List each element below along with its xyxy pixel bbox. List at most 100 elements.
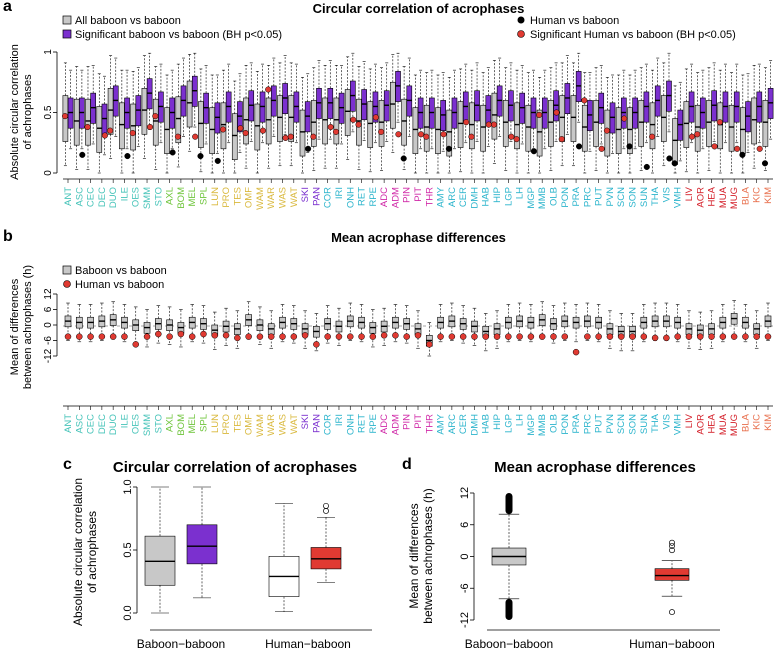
x-tick-label-olb: OLB [548,187,559,206]
outlier-point [669,609,675,616]
box-baboon-cer [459,305,467,344]
human-point-amy [437,333,444,340]
box-all-mel [186,54,193,152]
x-tick-label-pon: PON [560,187,571,208]
x-tick-label-son: SON [628,414,639,435]
panel-b-letter: b [3,228,13,245]
x-tick-label-ret: RET [357,414,368,433]
human-point-ret [355,121,362,128]
human-point-adm [395,131,402,138]
box-all-vmh [672,85,678,174]
box [254,103,261,151]
human-point-aor [697,333,704,340]
human-point-was [282,134,289,141]
box [186,524,218,565]
legend-purple-box [62,29,72,39]
box [299,109,306,157]
box-all-pro [220,69,227,174]
human-point-bla [742,333,749,340]
x-tick-label-arc: ARC [447,187,458,207]
box-all-ski [299,77,306,174]
human-point-cer [463,119,470,126]
box [310,100,317,147]
y-tick-label: 12 [43,288,54,300]
box [627,107,633,154]
x-tick-label-lh: LH [515,414,526,426]
panel-a-boxes [61,52,774,174]
human-point-kic [753,333,760,340]
box-all-mgp [525,72,532,174]
box-baboon-pan [313,313,320,352]
box-baboon-ski [301,310,309,349]
box-baboon-son [629,313,636,352]
human-point-kim [764,333,772,340]
box-significant-rpe [372,63,379,144]
y-tick-label: 0.5 [43,105,54,119]
box-significant-pon [564,55,571,135]
box-all-amy [435,74,441,174]
box-significant-omf [248,62,255,142]
x-tick-label-aor: AOR [695,187,706,208]
box-all-pon [559,62,565,167]
panel-b-x-labels: ANT ASC CEC DEC DUO ILE OES SMM STO AXL BOM MEL SPL L… [63,405,774,437]
box-all-duo [107,55,114,159]
box-significant-smm [146,52,153,130]
human-point-lgp [508,133,515,140]
x-tick-label-mel: MEL [187,187,198,207]
box-all-ret [356,66,362,170]
x-tick-label-onh: ONH [345,414,356,435]
human-point-adc [378,128,385,135]
panel-a-ylabel-line1: Absolute circular correlation [9,44,21,180]
x-tick-label-mug: MUG [729,414,740,436]
box-significant-bla [745,73,751,153]
box-all-baboon [144,486,176,614]
human-point-asc [76,333,83,340]
x-tick-label-pro: PRO [221,414,232,435]
x-tick-label-ret: RET [357,187,368,206]
box-all-olb [548,67,554,171]
human-point-pon [561,333,569,340]
x-tick-label-pra: PRA [571,413,582,433]
human-point-mgp [527,333,535,340]
box-significant-cec [90,65,96,145]
box-all-aor [694,72,701,174]
box [209,107,215,154]
box-significant-mug [733,63,740,144]
human-point-scn [621,115,628,122]
human-point-hea [711,143,718,150]
box-all-spl [198,68,204,173]
human-point-vmh [674,333,681,340]
human-point-sun [643,163,650,170]
box-all-pra [570,62,577,167]
box [378,100,385,147]
human-point-wat [290,333,298,340]
box [107,88,114,135]
x-tick-label-cec: CEC [86,187,97,207]
y-tick-label: 1.0 [122,479,134,494]
x-tick-label-hea: HEA [707,186,718,206]
box-all-mug [728,72,735,174]
human-point-pro [220,126,227,133]
legend-red-dot [517,30,525,38]
x-tick-label-duo: DUO [108,414,119,435]
human-point-iri [335,333,343,340]
x-tick-label-sun: SUN [639,414,650,434]
box-significant-scn [621,69,627,150]
box [672,118,678,165]
human-point-wam [259,127,266,134]
x-tick-label-adm: ADM [390,414,401,435]
human-point-axl [169,149,176,156]
box [548,100,554,147]
box-all-tes [231,80,238,174]
panel-c-ylabel-line1: Absolute circular correlation [71,478,85,626]
human-point-cor [324,333,331,340]
box [581,104,588,152]
box [536,109,543,157]
human-point-cer [459,333,467,340]
x-tick-label-thr: THR [424,187,435,207]
box-significant-asc [79,69,85,150]
x-tick-label-duo: DUO [108,187,119,208]
x-tick-label-liv: LIV [684,413,695,428]
box-all-hea [706,67,712,171]
panel-b-boxes [64,300,772,357]
